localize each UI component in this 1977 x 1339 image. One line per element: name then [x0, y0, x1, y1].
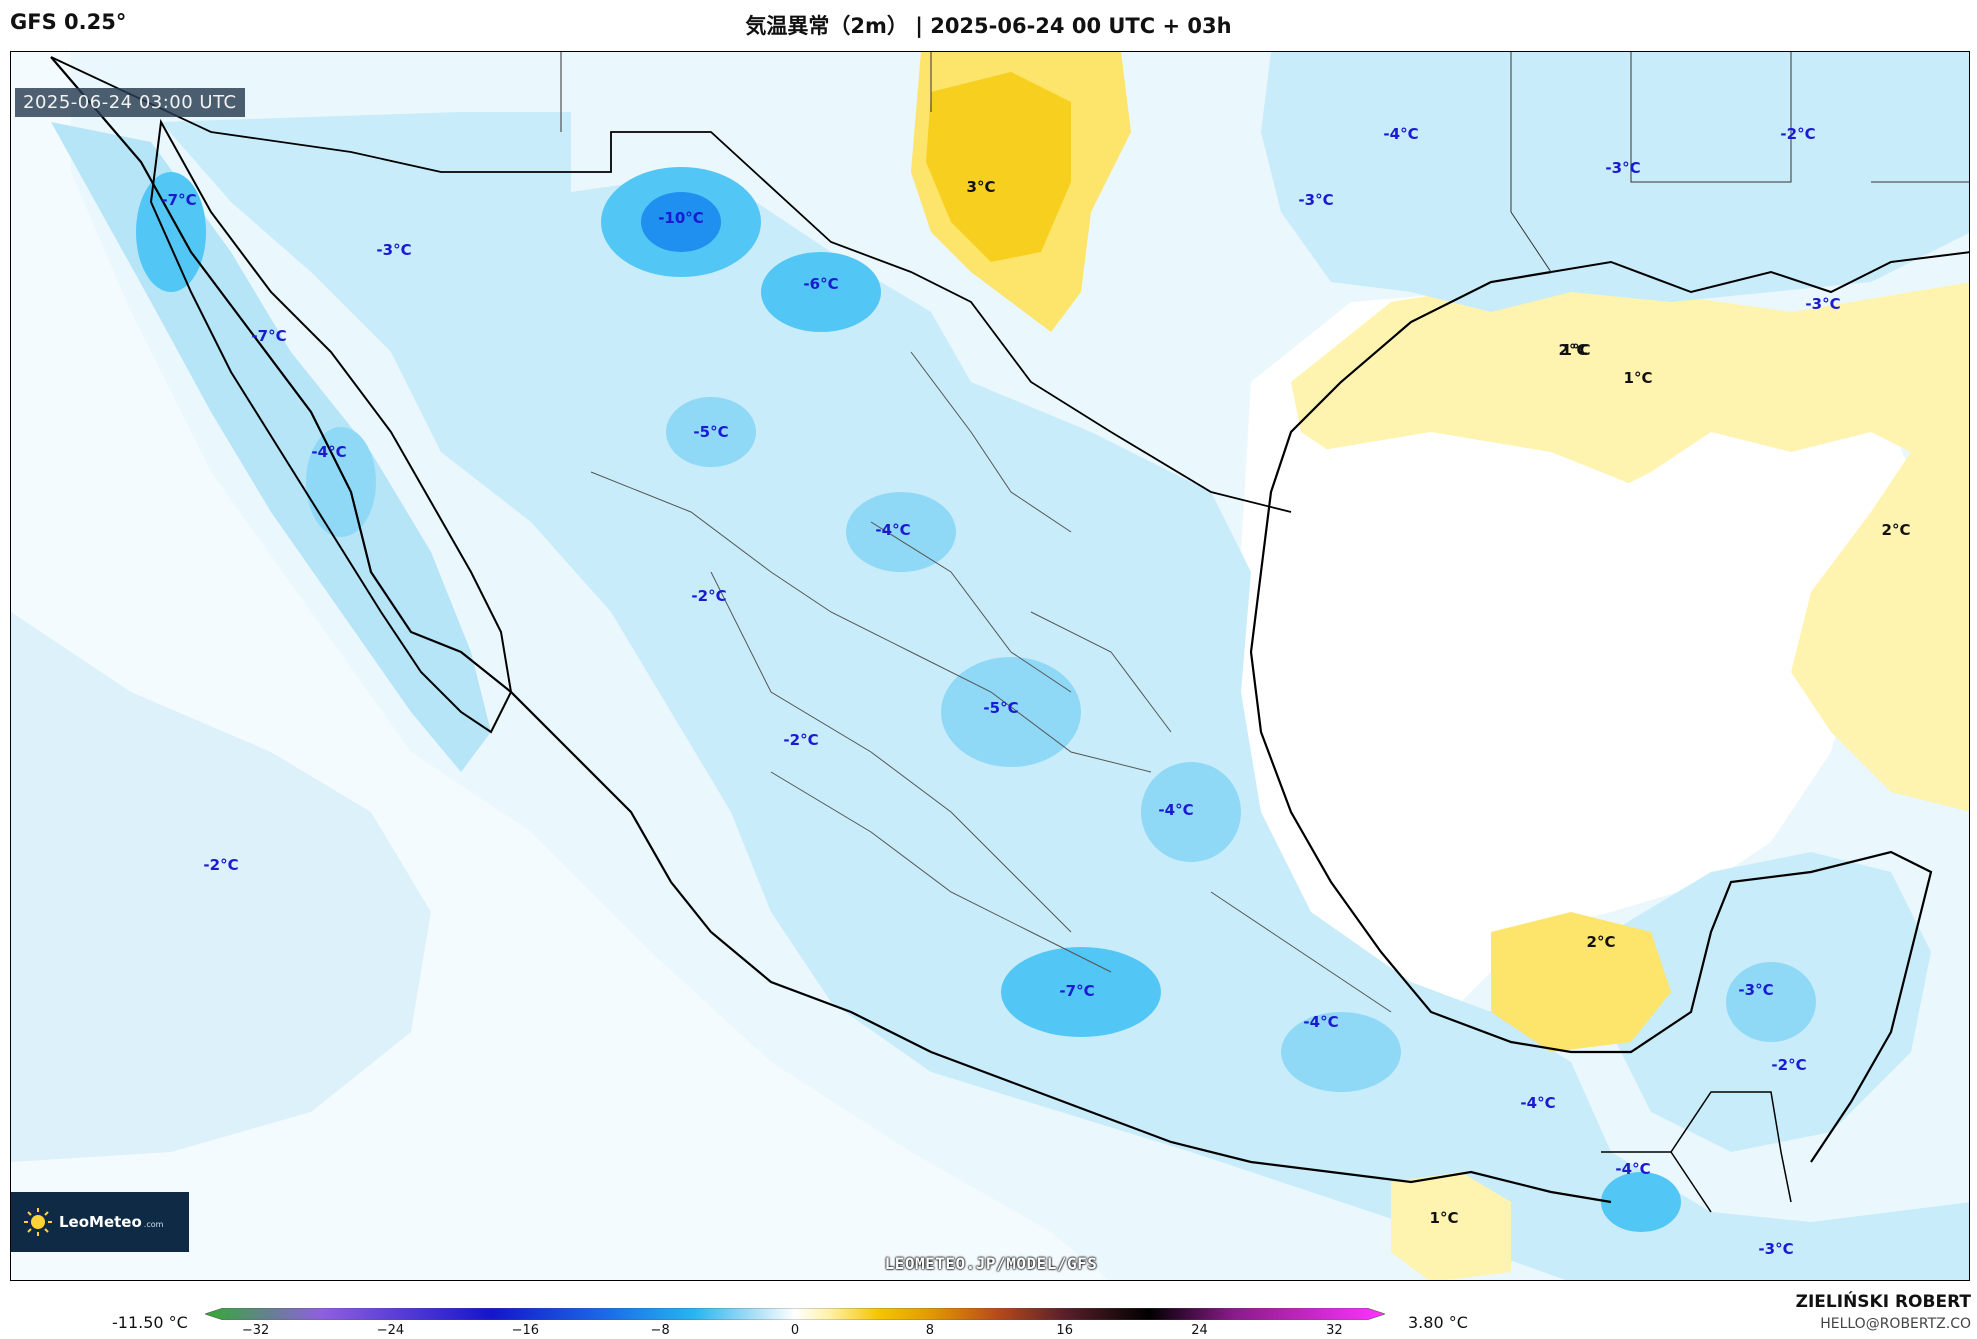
anomaly-label: -7°C	[1059, 982, 1095, 1000]
anomaly-label: -4°C	[1158, 801, 1194, 819]
anomaly-label: -3°C	[376, 241, 412, 259]
colorbar-min-value: -11.50 °C	[112, 1313, 188, 1332]
anomaly-label: -5°C	[983, 699, 1019, 717]
colorbar-tick-label: −32	[241, 1323, 270, 1338]
leometeo-logo[interactable]: LeoMeteo .com	[11, 1192, 189, 1252]
colorbar-tick-label: 24	[1191, 1323, 1208, 1338]
map-area[interactable]: -7°C -7°C -3°C -4°C -10°C -6°C -5°C 3°C -4°C -3°C…	[10, 51, 1970, 1281]
anomaly-label: -3°C	[1298, 191, 1334, 209]
us-southeast-cold-field	[1261, 52, 1969, 312]
anomaly-label: -3°C	[1805, 295, 1841, 313]
map-title: 気温異常（2m） | 2025-06-24 00 UTC + 03h	[745, 14, 1232, 38]
anomaly-label: -4°C	[311, 443, 347, 461]
anomaly-label: 3°C	[966, 178, 996, 196]
colorbar-tick-label: −24	[376, 1323, 405, 1338]
us-mexico-border	[50, 56, 1292, 513]
anomaly-label: 1°C	[1623, 369, 1653, 387]
anomaly-label: -2°C	[1771, 1056, 1807, 1074]
colorbar	[205, 1308, 1385, 1320]
author-name: ZIELIŃSKI ROBERT	[1795, 1292, 1971, 1312]
texas-warm-core	[926, 72, 1071, 262]
anomaly-label: -7°C	[251, 327, 287, 345]
cold-pocket-sonora	[666, 397, 756, 467]
anomaly-label: -10°C	[658, 209, 704, 227]
cold-pocket-durango	[846, 492, 956, 572]
cold-pocket-guerrero	[1001, 947, 1161, 1037]
baja-coastline	[149, 118, 513, 734]
gulf-coastline	[1249, 270, 1933, 1163]
anomaly-label: -2°C	[1780, 125, 1816, 143]
state-border-1	[560, 52, 1969, 273]
anomaly-label: -2°C	[691, 587, 727, 605]
logo-suffix: .com	[143, 1220, 164, 1229]
gulf-warm-area	[1291, 282, 1969, 812]
anomaly-label: -4°C	[1303, 1013, 1339, 1031]
cold-pocket-oaxaca	[1281, 1012, 1401, 1092]
colorbar-tick-label: 0	[790, 1323, 800, 1338]
anomaly-label: -2°C	[203, 856, 239, 874]
anomaly-label: -4°C	[1383, 125, 1419, 143]
anomaly-label: -6°C	[803, 275, 839, 293]
author-email: HELLO@ROBERTZ.CO	[1820, 1316, 1971, 1332]
anomaly-label: -4°C	[875, 521, 911, 539]
gulf-inner-neutral	[1271, 432, 1791, 872]
colorbar-max-value: 3.80 °C	[1408, 1313, 1468, 1332]
anomaly-label: 1°C	[1429, 1209, 1459, 1227]
anomaly-label: -7°C	[161, 191, 197, 209]
colorbar-tick-label: 32	[1326, 1323, 1343, 1338]
model-name: GFS 0.25°	[10, 10, 127, 34]
colorbar-tick-label: 8	[925, 1323, 934, 1338]
colorbar-tick-label: 16	[1056, 1323, 1073, 1338]
anomaly-label: 2°C	[1558, 341, 1588, 359]
mexico-pacific-coastline	[50, 56, 1612, 1204]
colorbar-tick-label: −8	[650, 1323, 670, 1338]
anomaly-map	[11, 52, 1969, 1280]
cold-pocket-veracruz	[1141, 762, 1241, 862]
logo-brand: LeoMeteo	[59, 1213, 142, 1231]
central-america-warm-area	[1391, 1172, 1511, 1280]
anomaly-label: -2°C	[783, 731, 819, 749]
colorbar-tick-label: −16	[511, 1323, 539, 1338]
source-watermark: LEOMETEO.JP/MODEL/GFS	[884, 1254, 1098, 1273]
guatemala-border	[1601, 1091, 1792, 1213]
yucatan-warm-area	[1491, 912, 1671, 1052]
cold-pocket-coahuila	[761, 252, 881, 332]
anomaly-label: 2°C	[1881, 521, 1911, 539]
state-borders-mexico	[590, 351, 1392, 1013]
sun-icon	[24, 1208, 52, 1236]
anomaly-label: 1°C	[1561, 341, 1591, 359]
cold-pocket-guatemala	[1601, 1172, 1681, 1232]
anomaly-label: -4°C	[1520, 1094, 1556, 1112]
us-gulf-coastline	[1550, 251, 1969, 294]
colorbar-ticks: −32 −24 −16 −8 0 8 16 24 32	[205, 1323, 1385, 1339]
cold-core-chihuahua	[641, 192, 721, 252]
anomaly-label: 2°C	[1586, 933, 1616, 951]
anomaly-label: -3°C	[1758, 1240, 1794, 1258]
cold-pocket-yucatan	[1726, 962, 1816, 1042]
pacific-cool-area	[11, 612, 431, 1162]
anomaly-label: -4°C	[1615, 1160, 1651, 1178]
anomaly-label: -3°C	[1738, 981, 1774, 999]
anomaly-label: -5°C	[693, 423, 729, 441]
cold-pocket-baja-north	[136, 172, 206, 292]
anomaly-label: -3°C	[1605, 159, 1641, 177]
valid-time-badge: 2025-06-24 03:00 UTC	[15, 88, 245, 117]
cold-pocket-baja-mid	[306, 427, 376, 537]
